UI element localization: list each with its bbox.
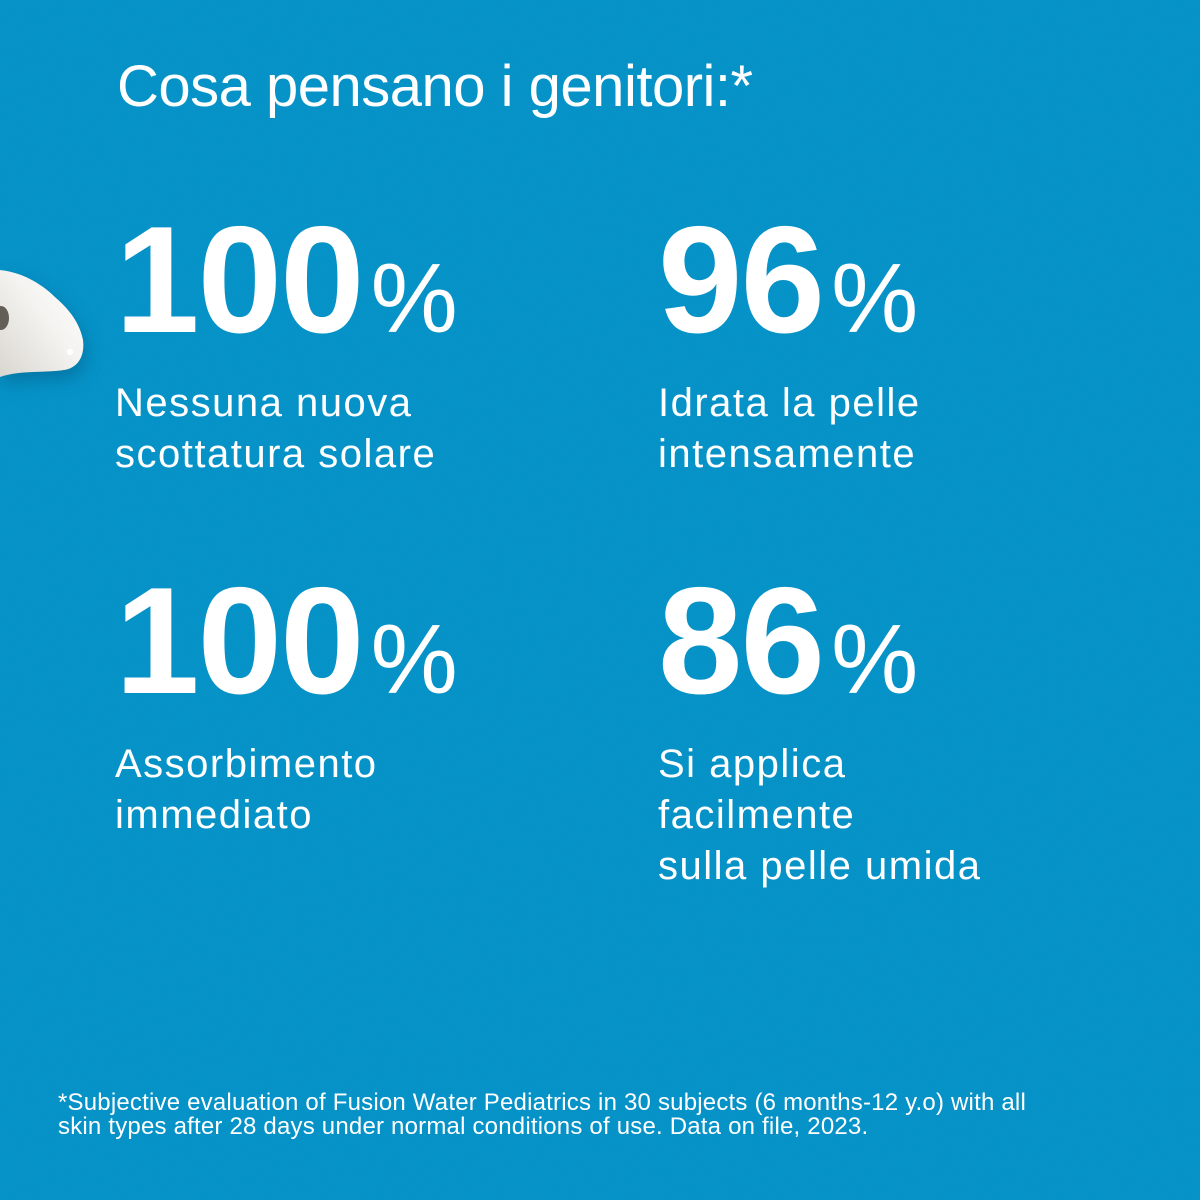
stat-label: Idrata la pelle intensamente (658, 381, 921, 476)
stat-easy-application: 86% Si applica facilmente sulla pelle um… (658, 565, 1148, 891)
stat-number: 100% (115, 565, 605, 717)
stat-percent-value: 86 (658, 556, 825, 726)
stat-number: 96% (658, 204, 1148, 356)
stat-immediate-absorption: 100% Assorbimento immediato (115, 565, 605, 841)
stat-percent-value: 96 (658, 195, 825, 365)
percent-sign: % (370, 604, 458, 714)
stat-percent-value: 100 (115, 195, 365, 365)
page-title: Cosa pensano i genitori:* (117, 54, 753, 119)
stat-number: 100% (115, 204, 605, 356)
stat-label: Nessuna nuova scottatura solare (115, 381, 437, 476)
percent-sign: % (831, 243, 919, 353)
footnote: *Subjective evaluation of Fusion Water P… (58, 1089, 1026, 1140)
stat-label: Si applica facilmente sulla pelle umida (658, 742, 982, 888)
cream-dollop-icon (0, 270, 84, 377)
stat-hydrates-skin: 96% Idrata la pelle intensamente (658, 204, 1148, 480)
stat-number: 86% (658, 565, 1148, 717)
percent-sign: % (370, 243, 458, 353)
stat-label: Assorbimento immediato (115, 742, 378, 837)
stat-no-new-sunburn: 100% Nessuna nuova scottatura solare (115, 204, 605, 480)
percent-sign: % (831, 604, 919, 714)
stat-percent-value: 100 (115, 556, 365, 726)
